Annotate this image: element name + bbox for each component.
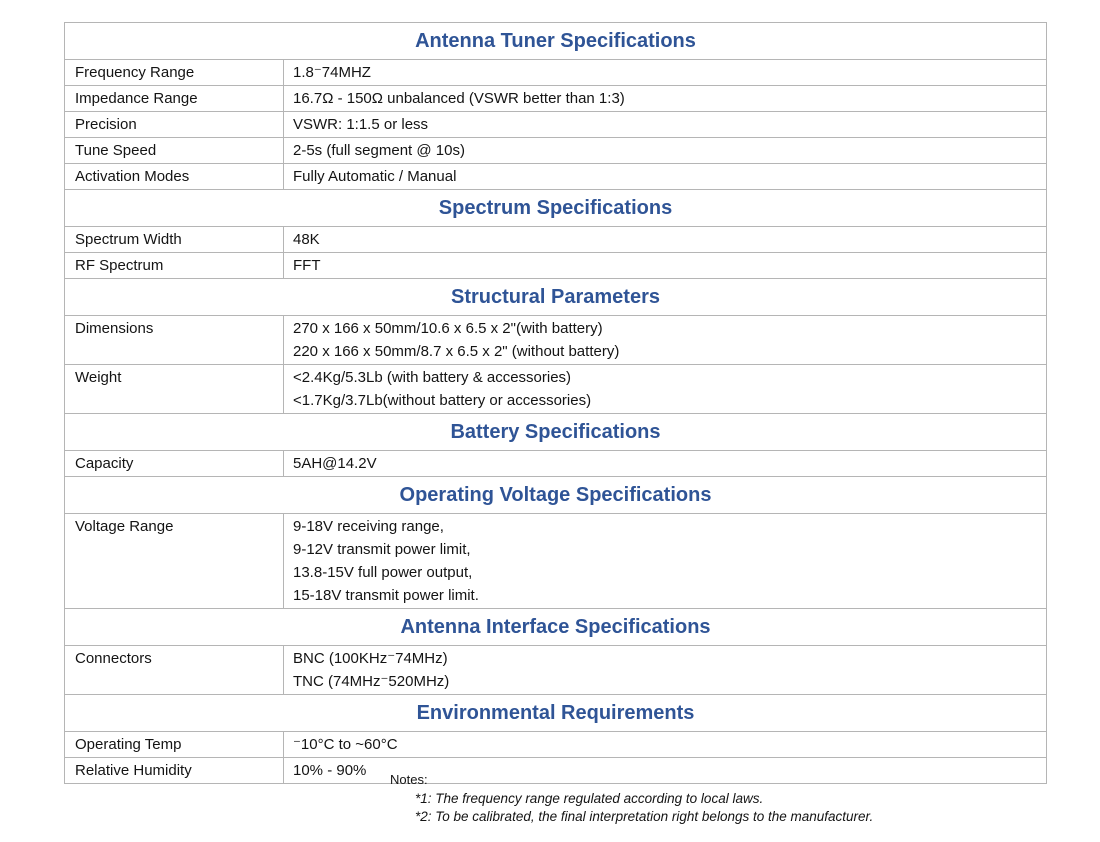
section-title-structural: Structural Parameters [64, 278, 1047, 316]
value-line: VSWR: 1:1.5 or less [293, 116, 429, 133]
row-label: RF Spectrum [64, 252, 284, 279]
value-line: ⁻10°C to ~60°C [293, 736, 398, 753]
row-value: 16.7Ω - 150Ω unbalanced (VSWR better tha… [283, 85, 1047, 112]
row-value: Fully Automatic / Manual [283, 163, 1047, 190]
section-title-operating-voltage: Operating Voltage Specifications [64, 476, 1047, 514]
row-value: 9-18V receiving range, 9-12V transmit po… [283, 513, 1047, 609]
row-label: Impedance Range [64, 85, 284, 112]
value-line: 5AH@14.2V [293, 455, 377, 472]
row-value: 5AH@14.2V [283, 450, 1047, 477]
spec-row-operating-temp: Operating Temp ⁻10°C to ~60°C [64, 731, 1047, 758]
value-line: 1.8⁻74MHZ [293, 64, 371, 81]
row-value: ⁻10°C to ~60°C [283, 731, 1047, 758]
value-line: 2-5s (full segment @ 10s) [293, 142, 465, 159]
value-line: 16.7Ω - 150Ω unbalanced (VSWR better tha… [293, 90, 625, 107]
row-label: Activation Modes [64, 163, 284, 190]
section-header-row: Antenna Tuner Specifications [64, 22, 1047, 60]
row-label: Tune Speed [64, 137, 284, 164]
spec-row-spectrum-width: Spectrum Width 48K [64, 226, 1047, 253]
row-value: 1.8⁻74MHZ [283, 59, 1047, 86]
row-label: Precision [64, 111, 284, 138]
value-line: 220 x 166 x 50mm/8.7 x 6.5 x 2" (without… [293, 343, 620, 360]
row-value: 270 x 166 x 50mm/10.6 x 6.5 x 2"(with ba… [283, 315, 1047, 365]
value-line: TNC (74MHz⁻520MHz) [293, 673, 450, 690]
value-line: 270 x 166 x 50mm/10.6 x 6.5 x 2"(with ba… [293, 320, 603, 337]
row-label: Capacity [64, 450, 284, 477]
value-line: FFT [293, 257, 321, 274]
spec-row-tune-speed: Tune Speed 2-5s (full segment @ 10s) [64, 137, 1047, 164]
row-label: Connectors [64, 645, 284, 695]
section-title-battery: Battery Specifications [64, 413, 1047, 451]
row-value: 10% - 90% [283, 757, 1047, 784]
notes-block: Notes: *1: The frequency range regulated… [390, 769, 1010, 826]
section-header-row: Operating Voltage Specifications [64, 476, 1047, 514]
row-value: VSWR: 1:1.5 or less [283, 111, 1047, 138]
value-line: 9-12V transmit power limit, [293, 541, 471, 558]
spec-row-dimensions: Dimensions 270 x 166 x 50mm/10.6 x 6.5 x… [64, 315, 1047, 365]
notes-label: Notes: [390, 772, 428, 787]
value-line: 15-18V transmit power limit. [293, 587, 479, 604]
section-title-environmental: Environmental Requirements [64, 694, 1047, 732]
spec-row-weight: Weight <2.4Kg/5.3Lb (with battery & acce… [64, 364, 1047, 414]
value-line: 13.8-15V full power output, [293, 564, 473, 581]
row-label: Voltage Range [64, 513, 284, 609]
section-header-row: Battery Specifications [64, 413, 1047, 451]
row-value: 2-5s (full segment @ 10s) [283, 137, 1047, 164]
spec-row-voltage-range: Voltage Range 9-18V receiving range, 9-1… [64, 513, 1047, 609]
value-line: <2.4Kg/5.3Lb (with battery & accessories… [293, 369, 572, 386]
section-header-row: Environmental Requirements [64, 694, 1047, 732]
value-line: Fully Automatic / Manual [293, 168, 457, 185]
row-label: Frequency Range [64, 59, 284, 86]
row-value: BNC (100KHz⁻74MHz) TNC (74MHz⁻520MHz) [283, 645, 1047, 695]
value-line: 48K [293, 231, 320, 248]
spec-row-frequency-range: Frequency Range 1.8⁻74MHZ [64, 59, 1047, 86]
section-header-row: Structural Parameters [64, 278, 1047, 316]
spec-row-capacity: Capacity 5AH@14.2V [64, 450, 1047, 477]
spec-row-precision: Precision VSWR: 1:1.5 or less [64, 111, 1047, 138]
section-header-row: Antenna Interface Specifications [64, 608, 1047, 646]
row-label: Weight [64, 364, 284, 414]
note-line-1: *1: The frequency range regulated accord… [415, 791, 764, 806]
row-label: Spectrum Width [64, 226, 284, 253]
row-value: <2.4Kg/5.3Lb (with battery & accessories… [283, 364, 1047, 414]
spec-row-relative-humidity: Relative Humidity 10% - 90% [64, 757, 1047, 784]
section-title-antenna-tuner: Antenna Tuner Specifications [64, 22, 1047, 60]
value-line: 9-18V receiving range, [293, 518, 444, 535]
row-label: Dimensions [64, 315, 284, 365]
row-value: 48K [283, 226, 1047, 253]
row-label: Relative Humidity [64, 757, 284, 784]
spec-row-connectors: Connectors BNC (100KHz⁻74MHz) TNC (74MHz… [64, 645, 1047, 695]
section-title-antenna-interface: Antenna Interface Specifications [64, 608, 1047, 646]
specifications-table: Antenna Tuner Specifications Frequency R… [64, 22, 1047, 784]
spec-row-activation-modes: Activation Modes Fully Automatic / Manua… [64, 163, 1047, 190]
section-header-row: Spectrum Specifications [64, 189, 1047, 227]
row-label: Operating Temp [64, 731, 284, 758]
value-line: <1.7Kg/3.7Lb(without battery or accessor… [293, 392, 592, 409]
row-value: FFT [283, 252, 1047, 279]
note-line-2: *2: To be calibrated, the final interpre… [415, 809, 874, 824]
section-title-spectrum: Spectrum Specifications [64, 189, 1047, 227]
value-line: BNC (100KHz⁻74MHz) [293, 650, 448, 667]
spec-row-impedance-range: Impedance Range 16.7Ω - 150Ω unbalanced … [64, 85, 1047, 112]
value-line: 10% - 90% [293, 762, 367, 779]
spec-row-rf-spectrum: RF Spectrum FFT [64, 252, 1047, 279]
